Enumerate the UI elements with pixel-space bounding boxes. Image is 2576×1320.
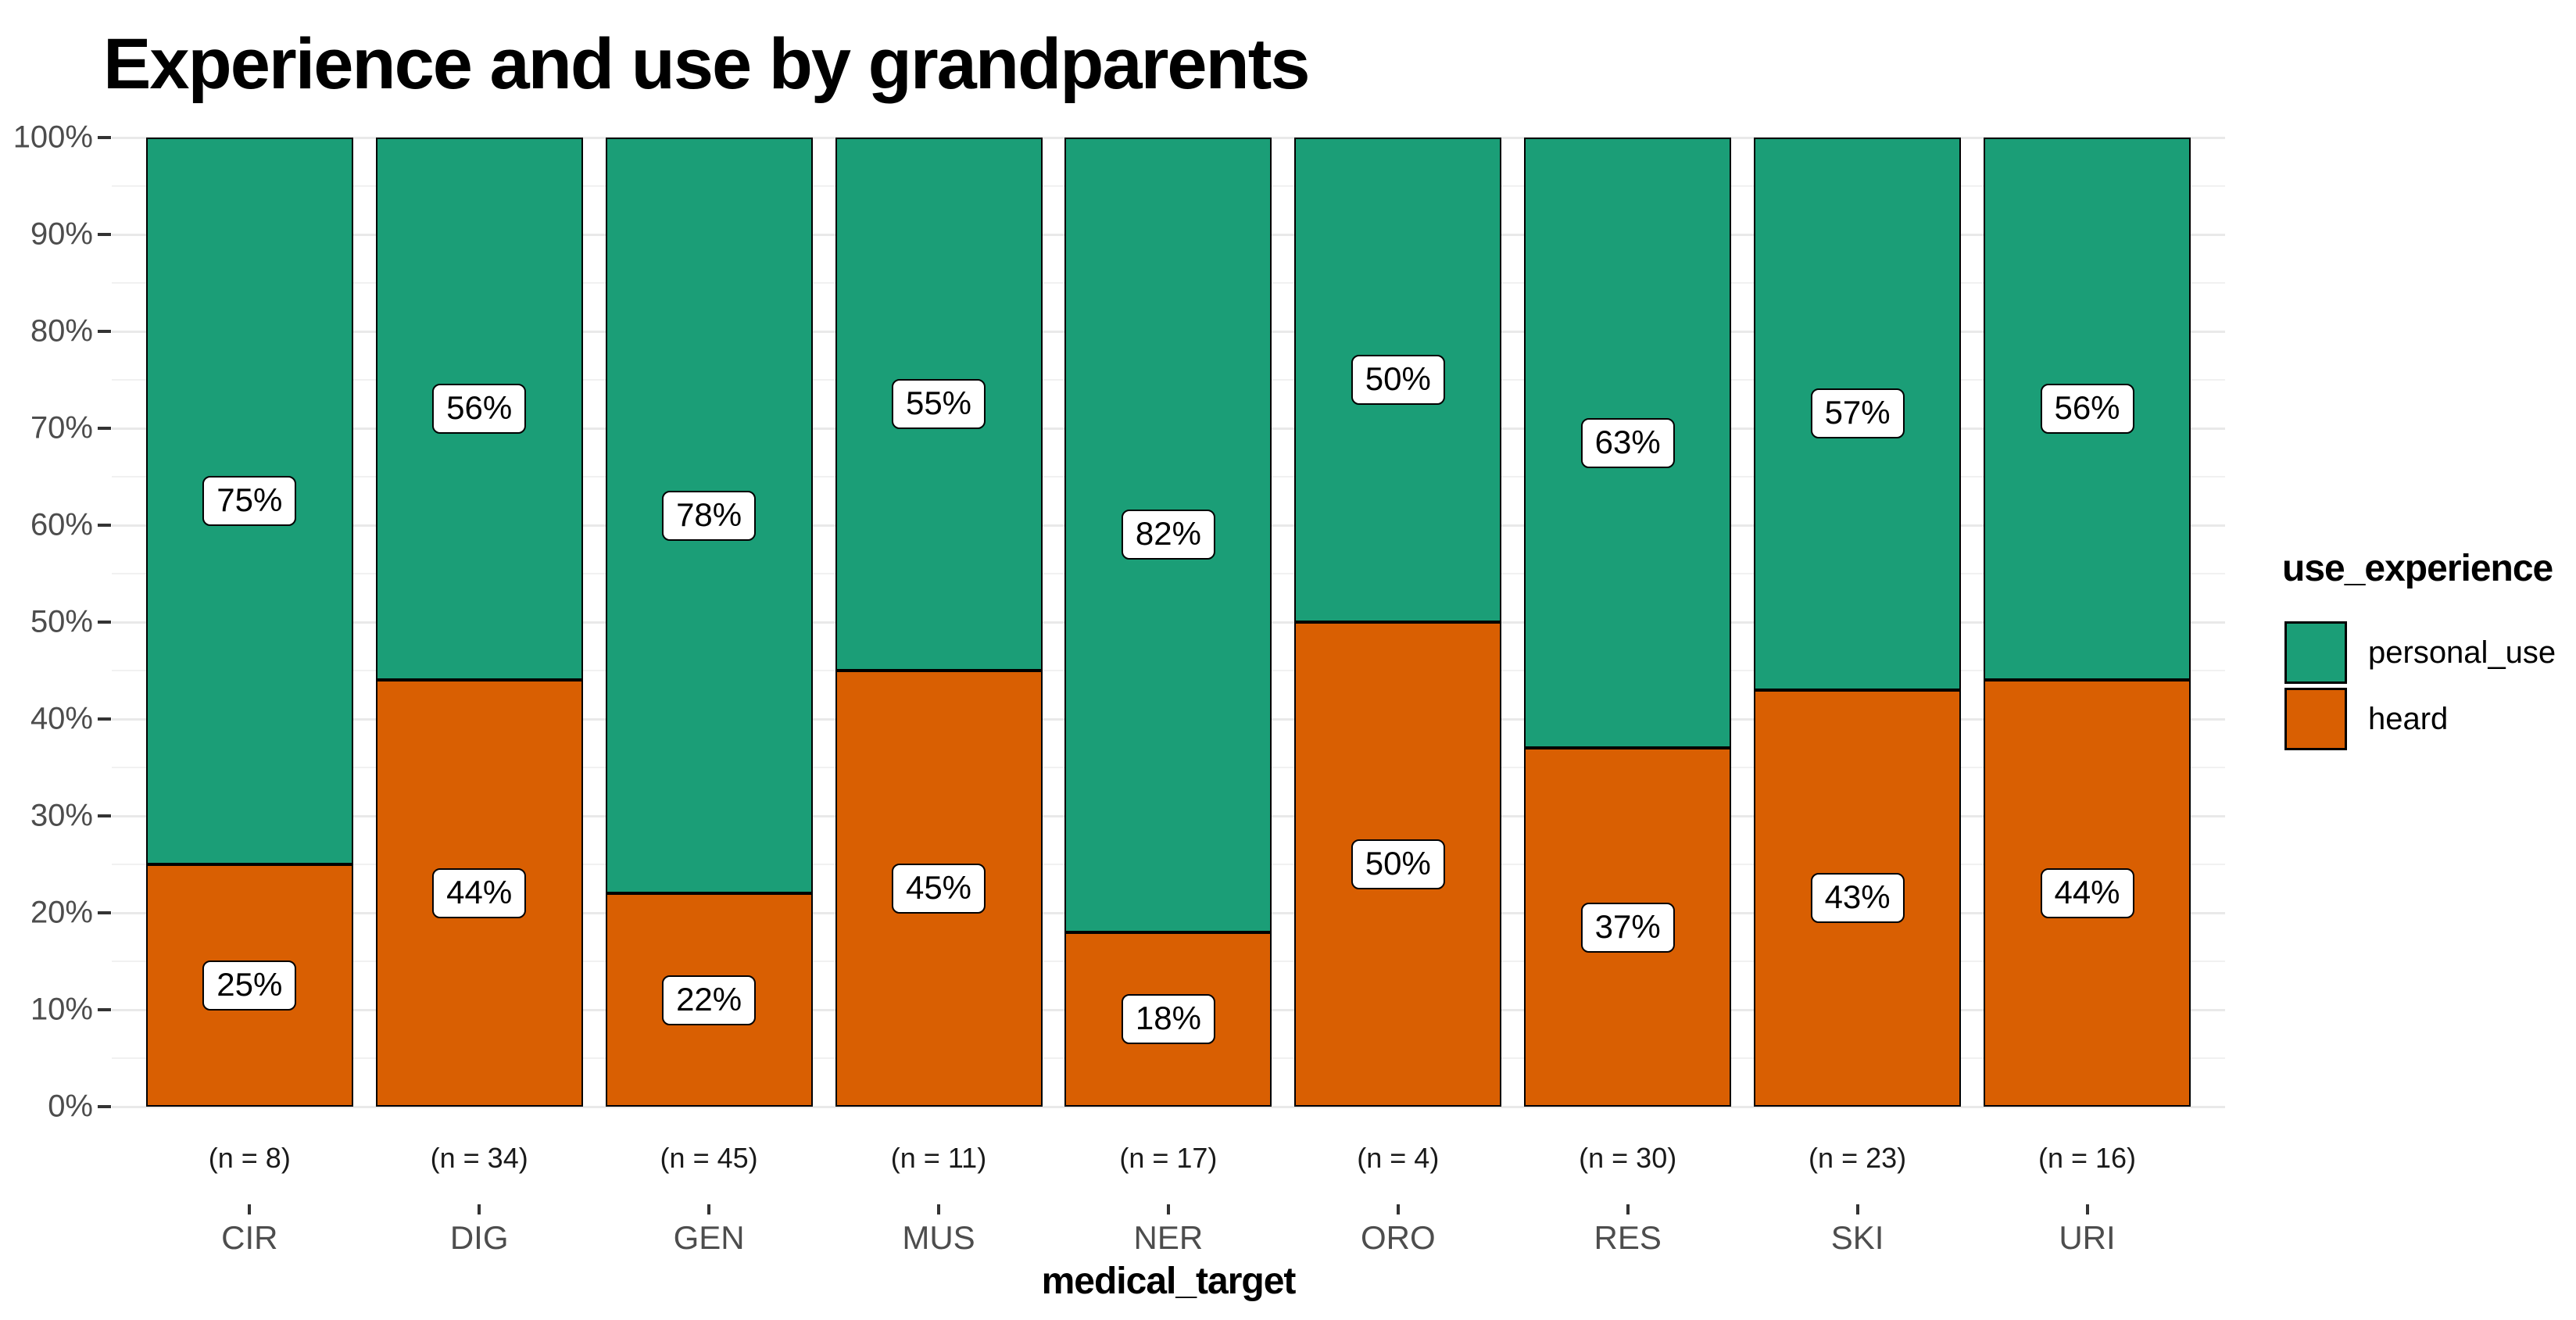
n-count-label-CIR: (n = 8)	[208, 1142, 291, 1174]
data-label-heard-GEN: 22%	[662, 975, 757, 1025]
data-label-personal-use-MUS: 55%	[891, 379, 986, 429]
data-label-personal-use-DIG: 56%	[432, 384, 527, 435]
x-axis-category-label-RES: RES	[1594, 1219, 1662, 1256]
x-axis-category-label-ORO: ORO	[1360, 1219, 1436, 1256]
x-axis-tick-mark	[248, 1204, 252, 1214]
y-axis-tick-label: 40%	[30, 701, 93, 736]
x-axis-category-label-GEN: GEN	[673, 1219, 745, 1256]
x-axis-tick-mark	[1396, 1204, 1400, 1214]
n-count-label-GEN: (n = 45)	[660, 1142, 758, 1174]
data-label-personal-use-RES: 63%	[1580, 417, 1675, 468]
x-axis-category-label-DIG: DIG	[449, 1219, 509, 1256]
x-axis-category-label-NER: NER	[1133, 1219, 1204, 1256]
n-count-label-MUS: (n = 11)	[890, 1142, 987, 1174]
y-axis-tick-mark	[98, 233, 111, 236]
data-label-heard-NER: 18%	[1121, 994, 1215, 1045]
x-axis-category-label-MUS: MUS	[902, 1219, 975, 1256]
y-axis-tick-label: 50%	[30, 604, 93, 639]
n-count-label-SKI: (n = 23)	[1809, 1142, 1907, 1174]
y-axis-tick-mark	[98, 911, 111, 914]
legend-item-personal_use: personal_use	[2282, 621, 2556, 684]
x-axis-category-label-URI: URI	[2059, 1219, 2116, 1256]
y-axis-tick-label: 90%	[30, 216, 93, 252]
n-count-label-ORO: (n = 4)	[1357, 1142, 1440, 1174]
y-axis-tick-label: 30%	[30, 798, 93, 833]
legend-label-heard: heard	[2368, 701, 2449, 736]
y-axis-tick-label: 80%	[30, 313, 93, 349]
x-axis-category-label-SKI: SKI	[1830, 1219, 1884, 1256]
gridline-major-0	[112, 1105, 2225, 1108]
legend-swatch-heard	[2284, 688, 2347, 750]
x-axis-tick-mark	[1855, 1204, 1859, 1214]
chart-title: Experience and use by grandparents	[103, 24, 1311, 104]
n-count-label-URI: (n = 16)	[2038, 1142, 2137, 1174]
n-count-label-RES: (n = 30)	[1579, 1142, 1677, 1174]
y-axis-tick-mark	[98, 136, 111, 139]
n-count-label-NER: (n = 17)	[1119, 1142, 1218, 1174]
x-axis-title: medical_target	[1041, 1261, 1297, 1302]
data-label-heard-RES: 37%	[1580, 902, 1675, 953]
data-label-personal-use-CIR: 75%	[202, 476, 297, 526]
legend-label-personal_use: personal_use	[2368, 635, 2556, 670]
y-axis-tick-label: 20%	[30, 895, 93, 930]
data-label-heard-URI: 44%	[2040, 868, 2134, 919]
data-label-heard-ORO: 50%	[1351, 839, 1445, 889]
y-axis-tick-label: 70%	[30, 410, 93, 445]
x-axis-tick-mark	[707, 1204, 711, 1214]
y-axis-tick-mark	[98, 621, 111, 624]
legend-swatch-personal_use	[2284, 621, 2347, 684]
x-axis-tick-mark	[937, 1204, 940, 1214]
data-label-personal-use-URI: 56%	[2040, 384, 2134, 435]
y-axis-tick-mark	[98, 1008, 111, 1011]
x-axis-tick-mark	[1166, 1204, 1170, 1214]
x-axis-tick-mark	[478, 1204, 481, 1214]
y-axis-tick-mark	[98, 524, 111, 527]
legend-item-heard: heard	[2282, 688, 2556, 750]
data-label-personal-use-GEN: 78%	[662, 490, 757, 541]
data-label-heard-CIR: 25%	[202, 960, 297, 1011]
x-axis-tick-mark	[1626, 1204, 1630, 1214]
bar-segment-heard-NER	[1064, 932, 1272, 1107]
x-axis-category-label-CIR: CIR	[221, 1219, 278, 1256]
y-axis-tick-mark	[98, 717, 111, 721]
y-axis-tick-label: 10%	[30, 992, 93, 1027]
data-label-heard-MUS: 45%	[891, 864, 986, 914]
data-label-personal-use-SKI: 57%	[1810, 388, 1905, 439]
y-axis-tick-label: 0%	[48, 1089, 93, 1124]
legend-title: use_experience	[2282, 548, 2553, 589]
y-axis-tick-mark	[98, 1105, 111, 1108]
data-label-heard-SKI: 43%	[1810, 873, 1905, 924]
n-count-label-DIG: (n = 34)	[430, 1142, 528, 1174]
y-axis-tick-label: 100%	[13, 120, 93, 155]
bar-segment-heard-SKI	[1754, 689, 1962, 1107]
y-axis-tick-label: 60%	[30, 507, 93, 542]
data-label-personal-use-ORO: 50%	[1351, 355, 1445, 405]
y-axis-tick-mark	[98, 330, 111, 333]
y-axis-tick-mark	[98, 427, 111, 430]
data-label-heard-DIG: 44%	[432, 868, 527, 919]
x-axis-tick-mark	[2085, 1204, 2089, 1214]
data-label-personal-use-NER: 82%	[1121, 510, 1215, 560]
y-axis-tick-mark	[98, 814, 111, 817]
